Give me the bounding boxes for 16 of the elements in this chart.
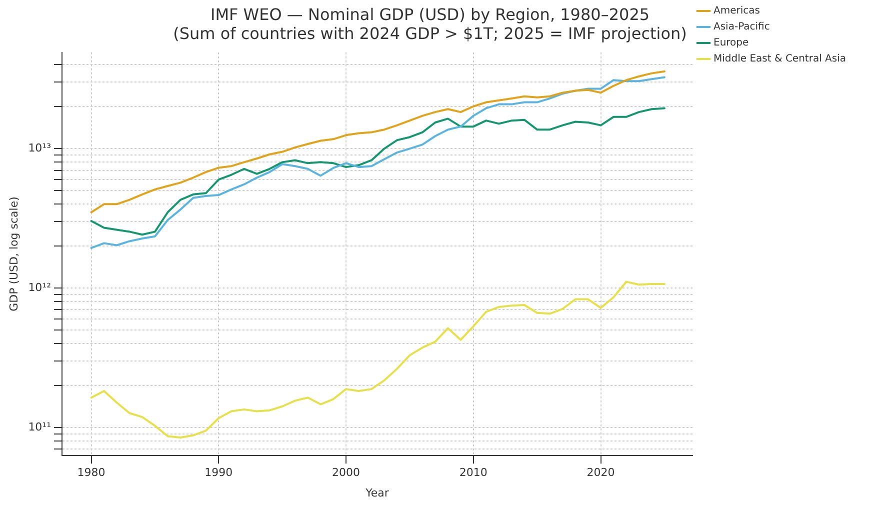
y-tick-label: 10¹¹ xyxy=(28,420,52,434)
x-tick-label: 2000 xyxy=(332,466,360,480)
x-axis-title: Year xyxy=(364,486,390,500)
x-tick-label: 2020 xyxy=(586,466,615,480)
chart-title: IMF WEO — Nominal GDP (USD) by Region, 1980–2025 xyxy=(210,4,650,24)
x-tick-label: 1990 xyxy=(204,466,233,480)
x-tick-label: 2010 xyxy=(459,466,488,480)
y-tick-label: 10¹³ xyxy=(28,142,52,155)
legend-label: Americas xyxy=(714,6,760,17)
y-axis-title: GDP (USD, log scale) xyxy=(7,196,20,312)
chart-subtitle: (Sum of countries with 2024 GDP > $1T; 2025 = IMF projection) xyxy=(173,24,687,43)
x-tick-label: 1980 xyxy=(77,466,106,480)
legend-label: Asia-Pacific xyxy=(714,22,770,33)
legend-label: Middle East & Central Asia xyxy=(714,54,846,65)
legend-label: Europe xyxy=(714,38,749,49)
y-tick-label: 10¹² xyxy=(28,281,52,294)
